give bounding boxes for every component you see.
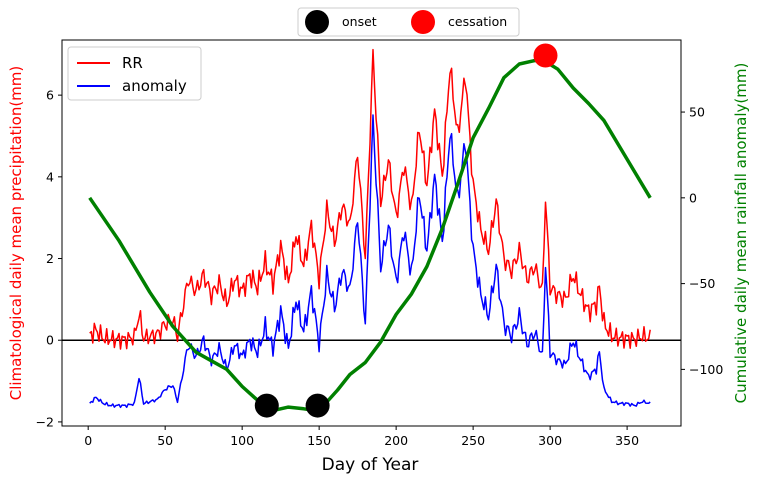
y-left-tick-label: 2 — [46, 251, 54, 266]
y-right-tick-label: 50 — [689, 105, 705, 120]
legend-cessation-label: cessation — [448, 14, 507, 29]
x-tick-label: 50 — [157, 433, 173, 448]
onset-marker — [305, 393, 330, 418]
y-right-axis-title: Cumulative daily mean rainfall anomaly(m… — [732, 63, 750, 404]
legend-onset-marker — [305, 10, 329, 34]
plot-frame — [61, 39, 682, 427]
y-left-tick-label: 4 — [46, 169, 54, 184]
plot-area — [62, 43, 681, 418]
x-axis-title: Day of Year — [322, 455, 419, 475]
y-left-tick-label: −2 — [36, 414, 54, 429]
legend-main: RR anomaly — [67, 46, 202, 101]
y-right-tick-label: 0 — [689, 190, 697, 205]
x-tick-label: 250 — [461, 433, 485, 448]
x-tick-label: 350 — [615, 433, 639, 448]
legend-onset-label: onset — [342, 14, 377, 29]
legend-cessation-marker — [411, 10, 435, 34]
x-tick-label: 200 — [384, 433, 408, 448]
axis-ticks: 0 50 100 150 200 250 300 350 −2 0 2 4 6 −100 −50 0 50 — [36, 88, 724, 448]
y-left-tick-label: 6 — [46, 88, 54, 103]
series-anomaly-line — [89, 114, 651, 409]
cessation-marker — [533, 43, 558, 68]
x-tick-label: 100 — [230, 433, 254, 448]
y-left-tick-label: 0 — [46, 333, 54, 348]
legend-top-frame — [297, 7, 520, 37]
y-left-axis-title: Climatological daily mean precipitation(… — [7, 66, 25, 401]
y-right-tick-label: −100 — [689, 362, 723, 377]
series-cumulative-line — [88, 58, 652, 413]
y-right-tick-label: −50 — [689, 276, 715, 291]
legend-rr-label: RR — [122, 54, 143, 72]
legend-anomaly-label: anomaly — [122, 77, 187, 95]
x-tick-label: 150 — [307, 433, 331, 448]
x-tick-label: 300 — [538, 433, 562, 448]
legend-top: onset cessation — [297, 7, 520, 37]
series-rr-line — [89, 48, 651, 350]
onset-marker — [254, 393, 279, 418]
x-tick-label: 0 — [84, 433, 92, 448]
